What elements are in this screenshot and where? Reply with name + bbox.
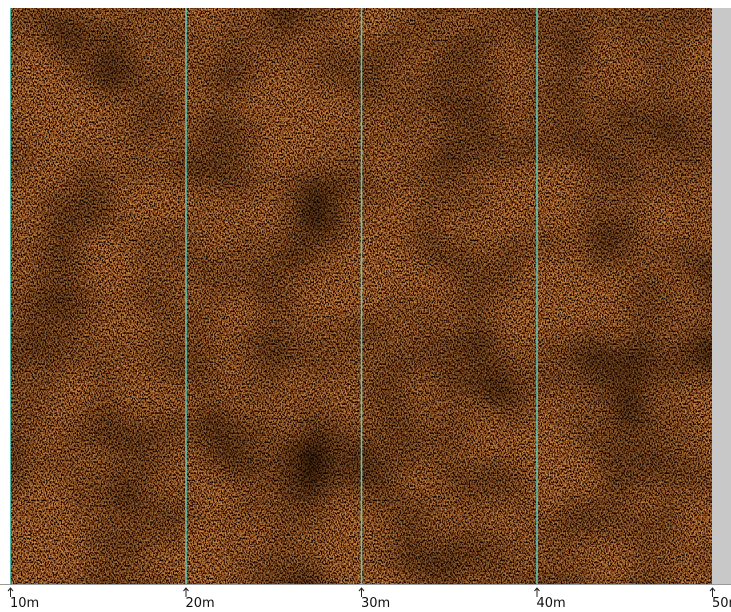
tick-label: 20m — [186, 596, 215, 611]
tick-label: 30m — [361, 596, 390, 611]
tick-arrow — [358, 587, 365, 597]
tick-label: 40m — [537, 596, 566, 611]
tick-label: 50m — [712, 596, 731, 611]
tick-arrow — [709, 587, 716, 597]
tick-arrow — [7, 587, 14, 597]
tick-label: 10m — [10, 596, 39, 611]
tick-arrow — [534, 587, 540, 597]
scrollbar-track — [712, 8, 731, 584]
tick-arrow — [183, 587, 189, 597]
